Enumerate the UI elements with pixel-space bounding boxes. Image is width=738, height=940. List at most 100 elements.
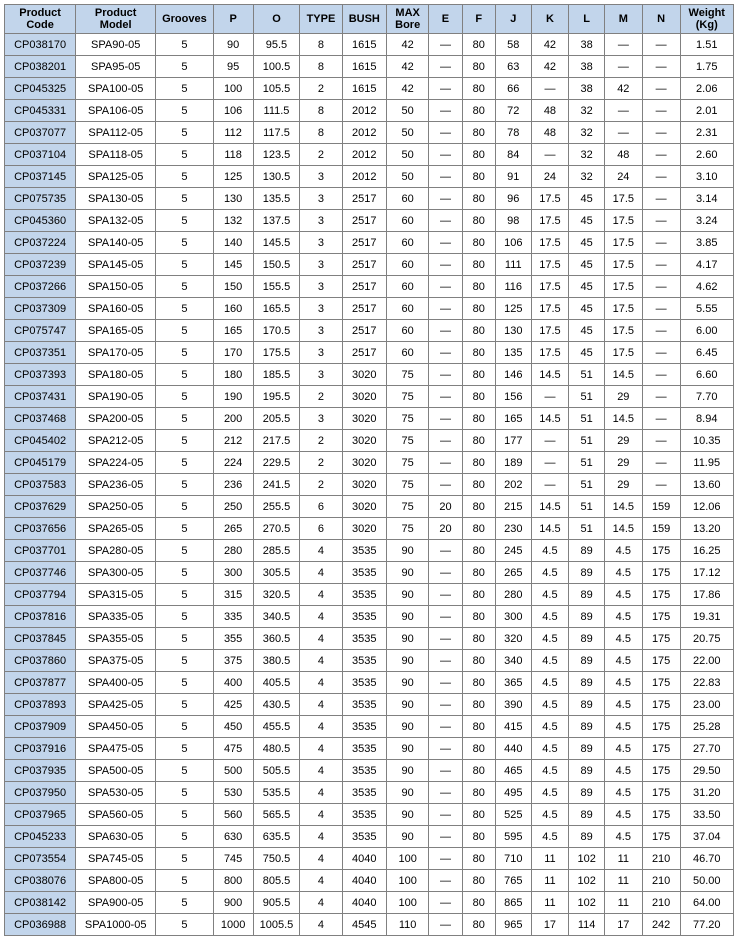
data-cell: 156: [495, 386, 531, 408]
data-cell: 50: [387, 144, 429, 166]
data-cell: 455.5: [253, 716, 300, 738]
data-cell: 210: [642, 870, 680, 892]
data-cell: 245: [495, 540, 531, 562]
data-cell: 175: [642, 650, 680, 672]
product-code-cell: CP037656: [5, 518, 76, 540]
data-cell: 3535: [342, 672, 386, 694]
table-row: CP037950SPA530-055530535.54353590—804954…: [5, 782, 734, 804]
data-cell: 170.5: [253, 320, 300, 342]
data-cell: 60: [387, 276, 429, 298]
data-cell: 480.5: [253, 738, 300, 760]
data-cell: 135: [495, 342, 531, 364]
data-cell: 6.00: [680, 320, 733, 342]
col-header: L: [569, 5, 605, 34]
data-cell: 42: [604, 78, 642, 100]
data-cell: 17.5: [531, 188, 569, 210]
data-cell: —: [429, 826, 462, 848]
data-cell: 6: [300, 496, 342, 518]
data-cell: 89: [569, 540, 605, 562]
data-cell: —: [604, 100, 642, 122]
data-cell: SPA160-05: [76, 298, 156, 320]
data-cell: 3: [300, 364, 342, 386]
data-cell: 90: [387, 804, 429, 826]
data-cell: —: [642, 100, 680, 122]
product-code-cell: CP045233: [5, 826, 76, 848]
data-cell: 2517: [342, 298, 386, 320]
data-cell: 2012: [342, 144, 386, 166]
product-code-cell: CP037794: [5, 584, 76, 606]
data-cell: 80: [462, 738, 495, 760]
data-cell: 2012: [342, 166, 386, 188]
data-cell: SPA190-05: [76, 386, 156, 408]
data-cell: —: [429, 386, 462, 408]
data-cell: 195.5: [253, 386, 300, 408]
data-cell: 112: [213, 122, 253, 144]
data-cell: 22.83: [680, 672, 733, 694]
data-cell: 130: [495, 320, 531, 342]
data-cell: 14.5: [531, 518, 569, 540]
data-cell: 100: [387, 870, 429, 892]
data-cell: 75: [387, 408, 429, 430]
data-cell: 4: [300, 870, 342, 892]
data-cell: 505.5: [253, 760, 300, 782]
data-cell: 765: [495, 870, 531, 892]
data-cell: 5: [156, 232, 213, 254]
data-cell: SPA140-05: [76, 232, 156, 254]
col-header: K: [531, 5, 569, 34]
data-cell: 4.5: [604, 760, 642, 782]
data-cell: 145.5: [253, 232, 300, 254]
table-row: CP037746SPA300-055300305.54353590—802654…: [5, 562, 734, 584]
data-cell: 75: [387, 452, 429, 474]
data-cell: 48: [604, 144, 642, 166]
data-cell: —: [531, 144, 569, 166]
data-cell: —: [429, 232, 462, 254]
data-cell: SPA112-05: [76, 122, 156, 144]
table-row: CP037701SPA280-055280285.54353590—802454…: [5, 540, 734, 562]
data-cell: 2517: [342, 232, 386, 254]
product-code-cell: CP037351: [5, 342, 76, 364]
data-cell: 51: [569, 408, 605, 430]
col-header: MAXBore: [387, 5, 429, 34]
product-code-cell: CP037746: [5, 562, 76, 584]
data-cell: 80: [462, 606, 495, 628]
data-cell: 4: [300, 562, 342, 584]
data-cell: 89: [569, 650, 605, 672]
data-cell: —: [429, 628, 462, 650]
data-cell: 265: [495, 562, 531, 584]
data-cell: —: [604, 34, 642, 56]
data-cell: 89: [569, 694, 605, 716]
data-cell: 5: [156, 342, 213, 364]
data-cell: 4.62: [680, 276, 733, 298]
data-cell: 5: [156, 188, 213, 210]
table-row: CP037468SPA200-055200205.53302075—801651…: [5, 408, 734, 430]
data-cell: —: [429, 188, 462, 210]
data-cell: 242: [642, 914, 680, 936]
data-cell: 51: [569, 474, 605, 496]
data-cell: 280: [495, 584, 531, 606]
data-cell: 315: [213, 584, 253, 606]
data-cell: 3: [300, 188, 342, 210]
table-row: CP037965SPA560-055560565.54353590—805254…: [5, 804, 734, 826]
data-cell: 170: [213, 342, 253, 364]
data-cell: 80: [462, 540, 495, 562]
data-cell: 4: [300, 914, 342, 936]
data-cell: 3: [300, 276, 342, 298]
data-cell: 42: [387, 34, 429, 56]
data-cell: 6.60: [680, 364, 733, 386]
data-cell: 17.5: [604, 188, 642, 210]
data-cell: 135.5: [253, 188, 300, 210]
data-cell: 217.5: [253, 430, 300, 452]
data-cell: 150: [213, 276, 253, 298]
table-row: CP038170SPA90-0559095.58161542—80584238—…: [5, 34, 734, 56]
data-cell: 285.5: [253, 540, 300, 562]
data-cell: 270.5: [253, 518, 300, 540]
data-cell: 14.5: [531, 364, 569, 386]
data-cell: 2: [300, 144, 342, 166]
data-cell: 5: [156, 166, 213, 188]
product-code-cell: CP037145: [5, 166, 76, 188]
data-cell: —: [429, 254, 462, 276]
data-cell: 241.5: [253, 474, 300, 496]
data-cell: —: [531, 452, 569, 474]
data-cell: —: [429, 782, 462, 804]
data-cell: 3535: [342, 628, 386, 650]
